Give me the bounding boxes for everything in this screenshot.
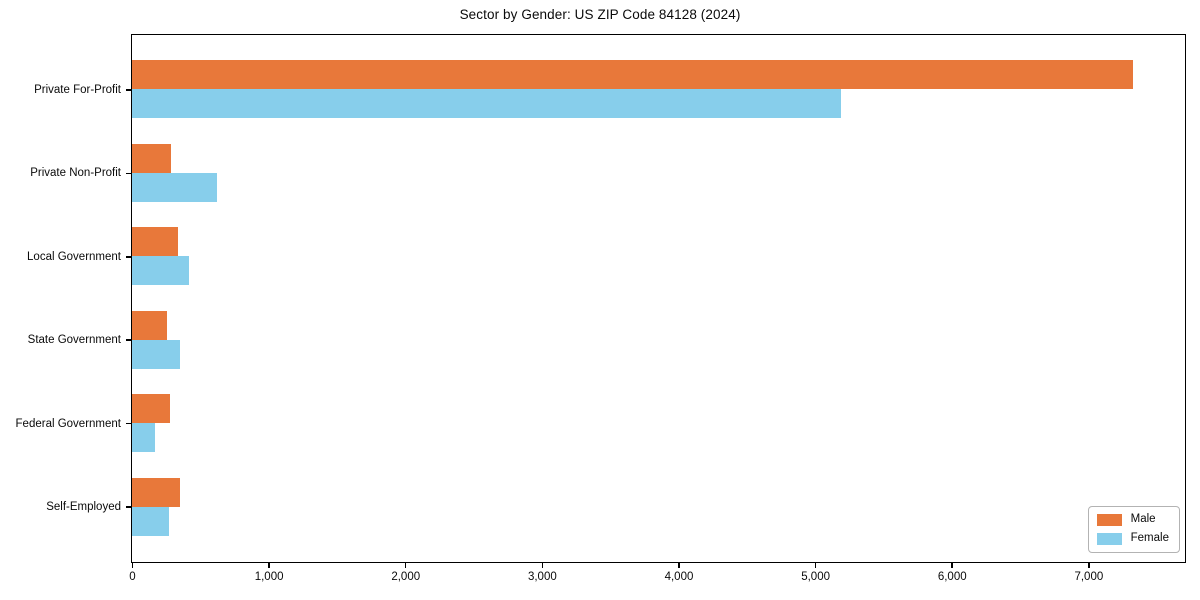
bar-female-state-government [132,339,180,369]
y-tick-mark [126,172,131,174]
x-tick-mark [1088,563,1090,568]
bar-female-federal-government [132,423,155,453]
bar-male-local-government [132,227,178,257]
x-tick-mark [951,563,953,568]
x-tick-mark [541,563,544,568]
chart-title: Sector by Gender: US ZIP Code 84128 (202… [459,7,741,22]
x-tick-mark [404,563,407,568]
x-tick-label-7000: 7,000 [1074,571,1104,583]
legend-entry-female: Female [1096,532,1169,545]
x-tick-label-5000: 5,000 [801,571,830,583]
bar-female-private-for-profit [132,89,842,119]
x-tick-mark [268,563,270,568]
x-tick-mark [678,563,680,568]
x-tick-label-6000: 6,000 [937,571,967,583]
y-tick-label-federal-government: Federal Government [15,417,121,430]
y-tick-mark [126,89,131,91]
female-series-swatch [1096,532,1122,545]
x-tick-mark [814,563,817,568]
y-tick-mark [126,256,131,258]
y-tick-label-state-government: State Government [27,334,121,347]
x-tick-label-4000: 4,000 [664,571,694,583]
bar-male-federal-government [132,394,171,424]
bar-female-local-government [132,256,189,286]
male-series-swatch [1096,513,1122,526]
y-tick-label-private-for-profit: Private For-Profit [34,83,121,96]
y-tick-label-private-non-profit: Private Non-Profit [30,167,121,180]
y-tick-mark [126,506,131,508]
x-tick-label-0: 0 [129,571,136,583]
legend: Male Female [1087,506,1180,553]
y-tick-mark [126,422,131,425]
y-tick-mark [126,339,131,341]
bar-male-self-employed [132,477,180,507]
legend-label-female: Female [1130,532,1169,544]
x-tick-label-2000: 2,000 [391,571,421,583]
legend-entry-male: Male [1096,513,1169,526]
plot-area: Male Female [131,34,1186,563]
y-tick-label-self-employed: Self-Employed [46,501,121,514]
x-tick-label-1000: 1,000 [254,571,284,583]
bar-male-private-for-profit [132,60,1134,90]
bar-female-self-employed [132,506,169,536]
bar-male-private-non-profit [132,143,171,173]
x-tick-mark [131,563,134,568]
x-tick-label-3000: 3,000 [527,571,557,583]
legend-label-male: Male [1130,513,1156,525]
bar-male-state-government [132,310,167,340]
y-tick-label-local-government: Local Government [27,250,121,263]
bar-female-private-non-profit [132,172,217,202]
